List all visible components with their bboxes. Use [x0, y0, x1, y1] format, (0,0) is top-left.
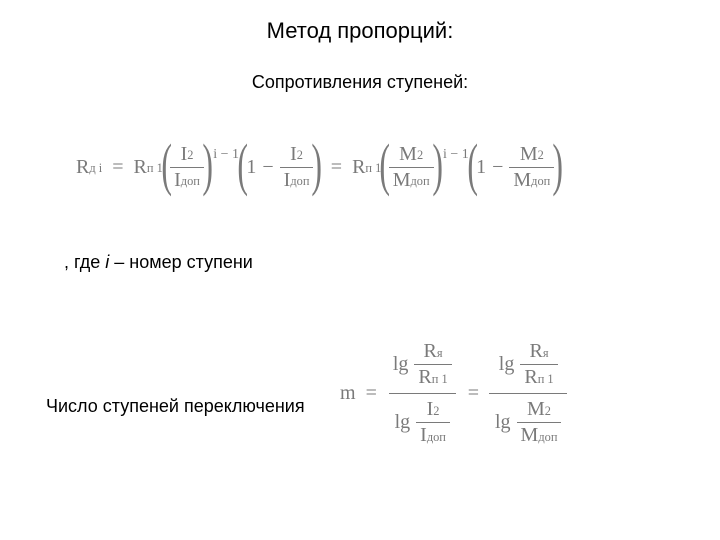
note-step-index: , где i – номер ступени — [64, 252, 253, 273]
page-title: Метод пропорций: — [0, 18, 720, 44]
equation-step-count: m = lg Rя Rп 1 lg I2 Iдоп = lg — [340, 340, 567, 447]
equation-resistance: Rд i = Rп 1 ( I2 Iдоп ) i − 1 ( 1− I2 Iд… — [76, 138, 562, 196]
caption-switch-steps: Число ступеней переключения — [46, 396, 305, 417]
subtitle: Сопротивления ступеней: — [0, 72, 720, 93]
